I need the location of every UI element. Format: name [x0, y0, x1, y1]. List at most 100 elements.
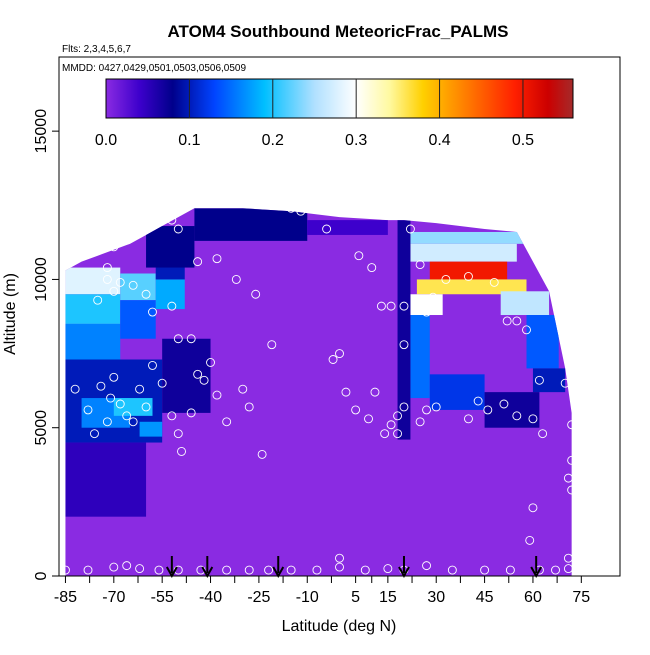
- sample-point: [441, 274, 451, 284]
- x-tick-label: 45: [476, 589, 494, 606]
- x-tick-label: 15: [379, 589, 397, 606]
- sample-point: [251, 289, 261, 299]
- field-patch: [194, 208, 308, 241]
- field-patch: [307, 220, 388, 235]
- sample-point: [399, 340, 409, 350]
- sample-point: [380, 429, 390, 439]
- sample-point: [128, 280, 138, 290]
- sample-point: [528, 414, 538, 424]
- sample-point: [173, 334, 183, 344]
- x-tick-label: -55: [151, 589, 174, 606]
- sample-point: [90, 429, 99, 439]
- x-tick-label: 30: [427, 589, 445, 606]
- sample-point: [115, 277, 125, 287]
- sample-point: [405, 224, 415, 234]
- sample-point: [422, 405, 432, 415]
- sample-point: [364, 414, 373, 424]
- sample-point: [199, 375, 209, 385]
- colorbar-tick-label: 0.1: [178, 132, 200, 149]
- sample-point: [415, 260, 425, 270]
- sample-point: [83, 405, 93, 415]
- sample-point: [393, 411, 402, 421]
- y-tick-label: 5000: [33, 410, 50, 446]
- field-patch: [162, 338, 211, 413]
- sample-point: [128, 417, 138, 427]
- field-patch: [146, 226, 195, 268]
- field-patch: [526, 315, 559, 369]
- sample-point: [399, 301, 409, 311]
- sample-point: [244, 402, 254, 412]
- field-patch: [155, 279, 185, 310]
- sample-point: [386, 420, 396, 430]
- sample-point: [106, 393, 116, 403]
- sample-point: [483, 405, 493, 415]
- sample-point: [354, 251, 364, 261]
- sample-point: [222, 417, 232, 427]
- sample-point: [83, 565, 93, 575]
- sample-point: [525, 535, 535, 545]
- field-background: [65, 208, 572, 576]
- colorbar-tick-label: 0.2: [262, 132, 284, 149]
- sample-point: [125, 230, 135, 240]
- sample-point: [122, 561, 132, 571]
- sample-point: [93, 295, 103, 305]
- sample-point: [383, 564, 393, 574]
- sample-point: [238, 384, 248, 394]
- sample-point: [212, 254, 222, 264]
- sample-point: [167, 301, 177, 311]
- sample-point: [551, 565, 560, 575]
- sample-point: [109, 286, 119, 296]
- sample-point: [489, 277, 499, 287]
- field-patch: [65, 294, 121, 324]
- sample-point: [186, 334, 196, 344]
- y-tick-label: 0: [33, 571, 50, 580]
- sample-point: [512, 411, 522, 421]
- sample-point: [173, 429, 183, 439]
- dates-note: MMDD: 0427,0429,0501,0503,0506,0509: [62, 63, 246, 74]
- sample-point: [538, 429, 548, 439]
- sample-point: [464, 414, 473, 424]
- field-patch: [500, 291, 550, 316]
- sample-point: [193, 257, 203, 267]
- x-tick-label: -40: [199, 589, 222, 606]
- sample-point: [563, 473, 573, 483]
- sample-point: [96, 381, 106, 391]
- x-tick-label: 60: [524, 589, 542, 606]
- axes: -85 -70 -55 -40 -25 -10 5 15 30 45 60 75 0 5000 10000 1…: [33, 56, 621, 606]
- sample-point: [335, 553, 344, 563]
- sample-point: [102, 263, 112, 273]
- sample-point: [335, 349, 344, 359]
- y-tick-label: 10000: [33, 257, 50, 302]
- field-patch: [410, 243, 517, 262]
- sample-point: [422, 307, 432, 317]
- field-patch: [532, 368, 566, 393]
- sample-point: [212, 390, 222, 400]
- sample-point: [267, 340, 277, 350]
- plot-frame: [58, 56, 621, 577]
- flights-note: Flts: 2,3,4,5,6,7: [62, 44, 131, 55]
- x-axis-label: Latitude (deg N): [282, 618, 397, 635]
- sample-point: [122, 411, 132, 421]
- sample-point: [60, 565, 70, 575]
- sample-point: [473, 396, 483, 406]
- sample-point: [135, 221, 145, 231]
- colorbar-tick-label: 0.4: [428, 132, 450, 149]
- sample-point: [109, 372, 119, 382]
- sample-point: [328, 355, 338, 364]
- sample-point: [376, 301, 386, 311]
- sample-point: [173, 224, 183, 234]
- sample-point: [351, 405, 361, 415]
- sample-point: [428, 292, 438, 302]
- sample-point: [312, 565, 322, 575]
- x-tick-label: 5: [351, 589, 360, 606]
- sample-point: [322, 224, 332, 234]
- sample-point: [102, 417, 112, 427]
- sample-point: [563, 553, 573, 563]
- field-patch: [429, 261, 508, 280]
- sample-point: [244, 565, 254, 575]
- sample-point: [148, 360, 157, 370]
- sample-point: [186, 408, 196, 418]
- field-patch: [120, 273, 156, 301]
- sample-point: [422, 561, 432, 571]
- sample-point: [102, 274, 112, 284]
